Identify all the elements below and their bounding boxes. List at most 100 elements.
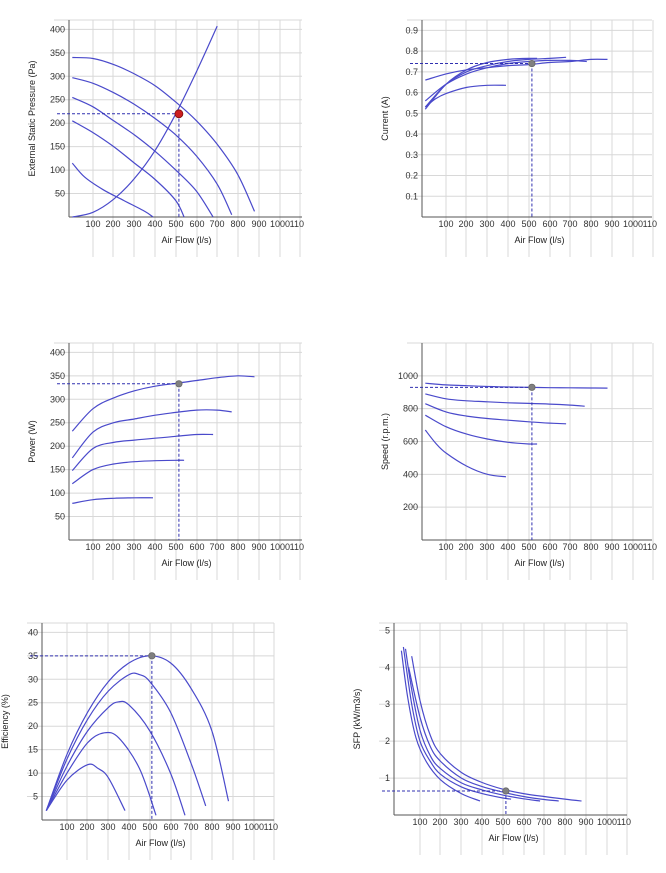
chart-power: 50 100 150 200 250 300 350 400 100 200 300 400 500 60… [27,342,304,580]
x-tick-label: 300 [126,542,141,552]
fan-curve-3 [72,96,214,218]
y-tick-label: 50 [55,189,65,199]
x-tick-label: 1000 [597,817,617,827]
duty-point-marker [502,787,510,795]
y-tick-label: 15 [28,745,38,755]
y-tick-label: 0.6 [405,88,418,98]
x-tick-label: 600 [189,219,204,229]
x-tick-label: 110 [643,542,657,552]
x-axis-label: Air Flow (l/s) [162,558,212,568]
y-tick-label: 150 [50,465,65,475]
x-tick-label: 600 [542,542,557,552]
fan-curve-1 [45,655,230,811]
x-tick-label: 400 [121,822,136,832]
x-tick-label: 800 [583,219,598,229]
y-tick-label: 0.5 [405,108,418,118]
x-tick-label: 900 [578,817,593,827]
x-tick-label: 600 [189,542,204,552]
x-tick-label: 110 [643,219,657,229]
x-tick-label: 300 [126,219,141,229]
x-tick-label: 500 [521,219,536,229]
y-tick-label: 1 [385,773,390,783]
x-tick-label: 110 [617,817,631,827]
x-tick-label: 400 [147,219,162,229]
fan-curve-5 [424,84,507,108]
x-tick-label: 900 [225,822,240,832]
x-tick-label: 100 [438,219,453,229]
fan-curve-1 [425,58,608,81]
fan-curve-5 [45,763,126,811]
x-tick-label: 500 [521,542,536,552]
x-tick-label: 800 [230,219,245,229]
x-tick-label: 1000 [270,542,290,552]
x-tick-label: 700 [209,219,224,229]
fan-curve-2 [71,409,232,459]
x-tick-label: 200 [432,817,447,827]
y-tick-label: 0.3 [405,150,418,160]
x-tick-label: 900 [251,542,266,552]
y-tick-label: 50 [55,512,65,522]
y-tick-label: 250 [50,418,65,428]
fan-curve-2 [424,59,587,102]
y-tick-label: 200 [50,118,65,128]
y-tick-label: 100 [50,488,65,498]
x-tick-label: 300 [479,219,494,229]
x-tick-label: 900 [604,219,619,229]
y-tick-label: 400 [50,347,65,357]
x-tick-label: 110 [290,219,304,229]
y-tick-label: 600 [403,437,418,447]
x-tick-label: 100 [59,822,74,832]
y-tick-label: 1000 [398,371,418,381]
x-tick-label: 500 [168,219,183,229]
x-tick-label: 300 [453,817,468,827]
y-tick-label: 5 [385,625,390,635]
fan-curve-1 [425,382,608,389]
x-tick-label: 100 [412,817,427,827]
x-tick-label: 700 [183,822,198,832]
x-tick-label: 110 [290,542,304,552]
x-tick-label: 200 [458,542,473,552]
x-tick-label: 500 [142,822,157,832]
x-tick-label: 700 [209,542,224,552]
x-tick-label: 200 [458,219,473,229]
y-tick-label: 0.7 [405,67,418,77]
chart-pressure: 50 100 150 200 250 300 350 400 100 200 300 400 500 60… [27,19,304,257]
x-tick-label: 200 [105,219,120,229]
fan-curve-4 [402,646,512,800]
x-axis-label: Air Flow (l/s) [515,558,565,568]
duty-point-marker [174,109,184,119]
x-tick-label: 1000 [244,822,264,832]
fan-curve-1 [411,656,582,802]
x-tick-label: 600 [516,817,531,827]
y-tick-label: 20 [28,721,38,731]
x-tick-label: 100 [85,542,100,552]
x-axis-label: Air Flow (l/s) [136,838,186,848]
x-tick-label: 300 [479,542,494,552]
fan-curve-3 [425,403,567,425]
x-tick-label: 700 [562,542,577,552]
fan-curve-5 [400,650,481,802]
x-tick-label: 800 [557,817,572,827]
y-tick-label: 5 [33,792,38,802]
y-axis-label: Current (A) [380,96,390,141]
fan-curve-4 [71,459,185,485]
x-tick-label: 100 [85,219,100,229]
fan-curve-4 [45,731,157,816]
y-tick-label: 300 [50,394,65,404]
y-axis-label: Power (W) [27,420,37,463]
duty-point-marker [528,59,536,68]
y-tick-label: 200 [50,441,65,451]
x-tick-label: 800 [204,822,219,832]
x-tick-label: 1000 [623,542,643,552]
x-tick-label: 700 [536,817,551,827]
x-tick-label: 400 [500,219,515,229]
x-tick-label: 100 [438,542,453,552]
fan-curve-5 [424,429,507,478]
fan-curve-5 [72,497,154,504]
y-tick-label: 30 [28,674,38,684]
y-tick-label: 400 [403,469,418,479]
x-tick-label: 900 [251,219,266,229]
fan-curve-3 [45,700,186,816]
chart-sfp: 1 2 3 4 5 100 200 300 400 500 600 700 800 900 1000 110 A… [352,622,631,855]
